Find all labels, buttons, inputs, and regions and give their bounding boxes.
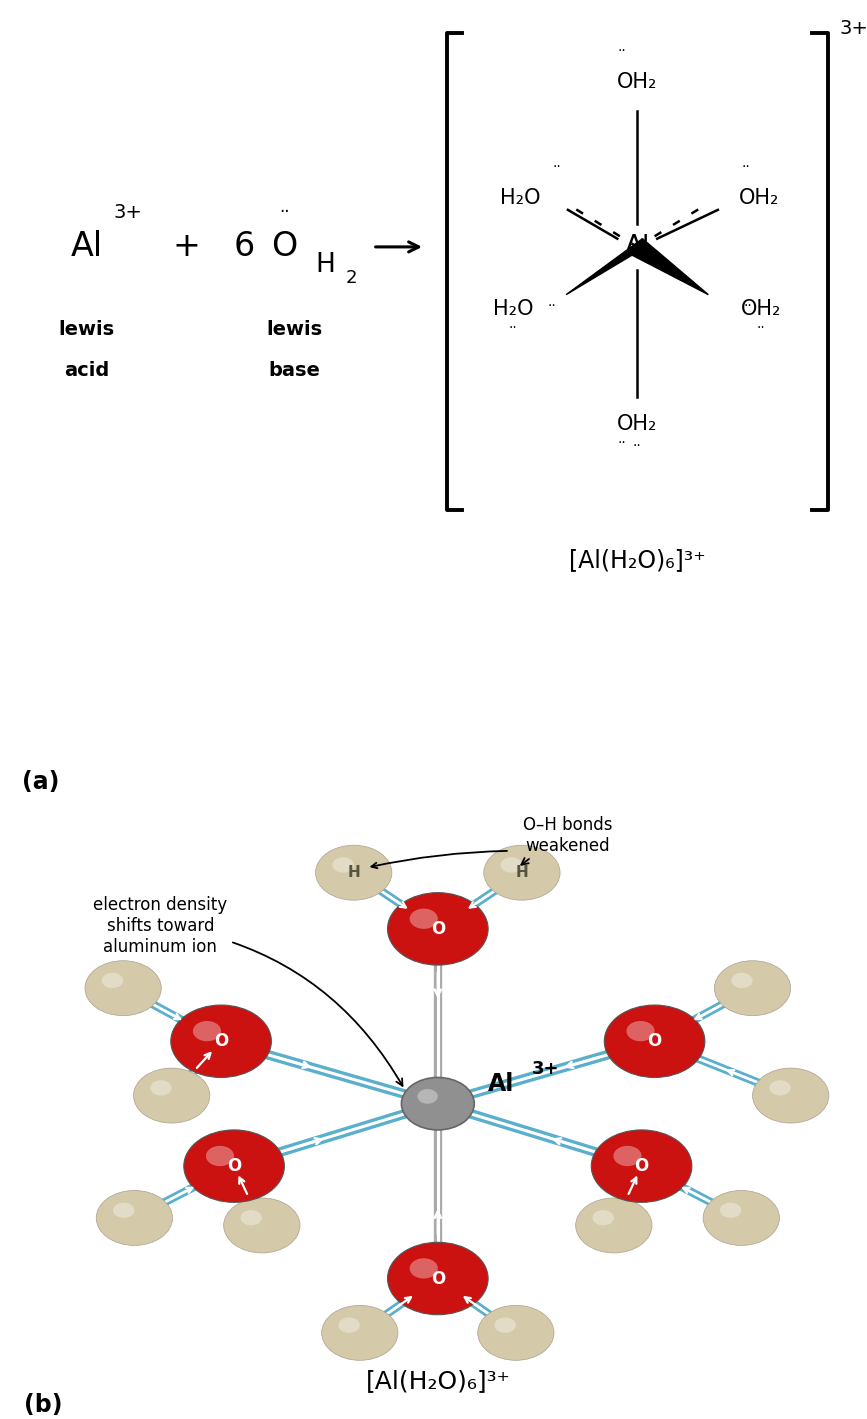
Circle shape bbox=[240, 1210, 262, 1226]
Text: lewis: lewis bbox=[59, 319, 114, 339]
Text: base: base bbox=[269, 360, 321, 380]
Text: lewis: lewis bbox=[267, 319, 323, 339]
Text: Al: Al bbox=[488, 1071, 514, 1095]
Circle shape bbox=[150, 1080, 172, 1095]
Text: O: O bbox=[648, 1032, 662, 1050]
Circle shape bbox=[500, 857, 522, 873]
Text: OH₂: OH₂ bbox=[617, 414, 657, 434]
Polygon shape bbox=[566, 238, 642, 295]
Text: ··: ·· bbox=[548, 299, 557, 312]
Text: ··: ·· bbox=[744, 299, 753, 312]
Text: ··: ·· bbox=[741, 160, 750, 175]
Text: ··: ·· bbox=[552, 160, 561, 175]
Circle shape bbox=[410, 1259, 438, 1279]
Text: ··: ·· bbox=[279, 203, 290, 220]
Circle shape bbox=[113, 1202, 134, 1218]
Circle shape bbox=[184, 1130, 284, 1202]
Polygon shape bbox=[632, 238, 708, 295]
Text: (b): (b) bbox=[24, 1393, 62, 1418]
Text: 2: 2 bbox=[345, 270, 357, 287]
Circle shape bbox=[591, 1130, 692, 1202]
Circle shape bbox=[769, 1080, 791, 1095]
Circle shape bbox=[576, 1198, 652, 1253]
Text: acid: acid bbox=[64, 360, 109, 380]
Text: OH₂: OH₂ bbox=[617, 72, 657, 92]
Circle shape bbox=[494, 1317, 516, 1332]
Circle shape bbox=[614, 1147, 642, 1166]
Text: 6: 6 bbox=[234, 230, 255, 264]
Circle shape bbox=[134, 1069, 210, 1122]
Text: H: H bbox=[348, 866, 360, 880]
Circle shape bbox=[85, 961, 161, 1016]
Text: O: O bbox=[431, 920, 445, 938]
Text: ··: ·· bbox=[633, 438, 642, 453]
Circle shape bbox=[592, 1210, 614, 1226]
Circle shape bbox=[703, 1191, 779, 1246]
Text: H₂O: H₂O bbox=[493, 298, 533, 319]
Text: ··: ·· bbox=[617, 44, 626, 58]
Text: O: O bbox=[431, 1270, 445, 1287]
Text: OH₂: OH₂ bbox=[741, 298, 781, 319]
Text: O: O bbox=[635, 1156, 649, 1175]
Circle shape bbox=[627, 1022, 655, 1042]
Text: +: + bbox=[173, 230, 200, 264]
Circle shape bbox=[206, 1147, 234, 1166]
Text: O: O bbox=[214, 1032, 228, 1050]
Circle shape bbox=[388, 1242, 488, 1315]
Circle shape bbox=[388, 893, 488, 965]
Circle shape bbox=[316, 846, 392, 900]
Circle shape bbox=[171, 1005, 271, 1077]
Circle shape bbox=[224, 1198, 300, 1253]
Text: O: O bbox=[271, 230, 297, 264]
Text: O–H bonds
weakened: O–H bonds weakened bbox=[521, 816, 613, 864]
Text: ··: ·· bbox=[757, 321, 766, 335]
Circle shape bbox=[484, 846, 560, 900]
Circle shape bbox=[401, 1077, 474, 1130]
Text: 3+: 3+ bbox=[839, 20, 867, 38]
Text: H: H bbox=[316, 253, 335, 278]
Circle shape bbox=[731, 973, 753, 988]
Circle shape bbox=[322, 1305, 398, 1361]
Text: ··: ·· bbox=[509, 321, 518, 335]
Circle shape bbox=[604, 1005, 705, 1077]
Text: Al: Al bbox=[70, 230, 103, 264]
Circle shape bbox=[753, 1069, 829, 1122]
Text: electron density
shifts toward
aluminum ion: electron density shifts toward aluminum … bbox=[94, 895, 402, 1086]
Text: OH₂: OH₂ bbox=[739, 187, 779, 207]
Text: [Al(H₂O)₆]³⁺: [Al(H₂O)₆]³⁺ bbox=[366, 1369, 510, 1393]
Circle shape bbox=[417, 1088, 438, 1104]
Text: [Al(H₂O)₆]³⁺: [Al(H₂O)₆]³⁺ bbox=[569, 548, 706, 572]
Text: ··: ·· bbox=[617, 436, 626, 450]
Circle shape bbox=[101, 973, 123, 988]
Circle shape bbox=[714, 961, 791, 1016]
Text: (a): (a) bbox=[22, 771, 59, 793]
Text: Al: Al bbox=[624, 234, 650, 260]
Text: 3+: 3+ bbox=[114, 203, 143, 221]
Text: 3+: 3+ bbox=[531, 1060, 559, 1078]
Circle shape bbox=[720, 1202, 741, 1218]
Text: H: H bbox=[516, 866, 528, 880]
Text: O: O bbox=[227, 1156, 241, 1175]
Text: H₂O: H₂O bbox=[500, 187, 540, 207]
Circle shape bbox=[96, 1191, 173, 1246]
Circle shape bbox=[332, 857, 354, 873]
Circle shape bbox=[338, 1317, 360, 1332]
Circle shape bbox=[410, 908, 438, 929]
Circle shape bbox=[193, 1022, 221, 1042]
Circle shape bbox=[478, 1305, 554, 1361]
